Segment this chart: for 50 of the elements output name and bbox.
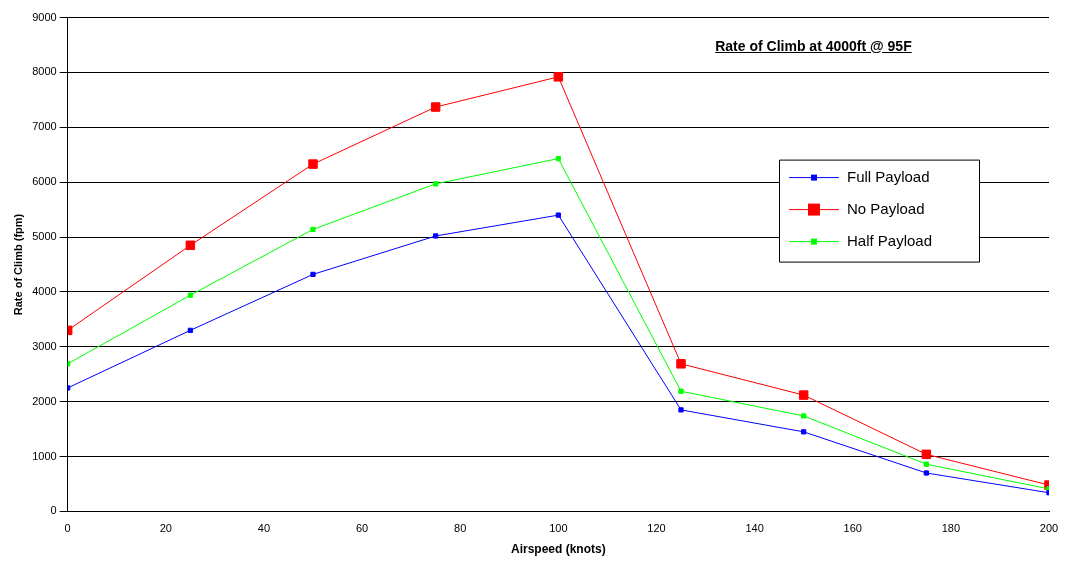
x-tick-label: 200 [1039, 522, 1059, 535]
x-tick-label: 80 [454, 522, 467, 535]
y-tick-label: 6000 [32, 175, 57, 188]
y-tick-label: 8000 [32, 65, 57, 78]
x-axis-title: Airspeed (knots) [510, 542, 606, 557]
y-tick-label: 9000 [32, 10, 57, 23]
point [678, 388, 684, 394]
legend-label: Full Payload [847, 167, 930, 185]
point [310, 226, 316, 233]
text: Rate of Climb at 4000ft @ 95F [715, 37, 912, 54]
y-tick-label: 5000 [32, 230, 57, 243]
point [433, 181, 439, 187]
x-tick-label: 160 [843, 522, 862, 535]
y-tick-label: 2000 [32, 394, 57, 407]
y-tick-label: 3000 [32, 339, 57, 352]
x-tick-label: 60 [355, 522, 369, 535]
x-tick-label: 20 [159, 522, 172, 535]
y-tick-label: 7000 [32, 120, 57, 133]
point [678, 407, 684, 413]
point [308, 159, 318, 169]
y-axis-title: Rate of Climb (fpm) [11, 213, 24, 316]
point [430, 102, 441, 112]
point [187, 292, 193, 298]
point [555, 212, 561, 218]
x-tick-label: 100 [549, 522, 568, 535]
point [433, 233, 439, 239]
y-tick-label: 4000 [32, 284, 57, 297]
point [801, 429, 807, 435]
x-tick-label: 180 [941, 522, 961, 535]
point [923, 461, 929, 467]
x-tick-label: 120 [647, 522, 666, 535]
x-tick-label: 140 [745, 522, 764, 535]
point [555, 155, 561, 162]
x-tick-label: 0 [64, 522, 71, 535]
legend-label: Half Payload [847, 231, 933, 249]
point [187, 327, 193, 333]
legend-label: No Payload [847, 199, 925, 217]
point [310, 271, 316, 277]
x-tick-label: 40 [257, 522, 271, 535]
y-tick-label: 0 [50, 504, 57, 517]
point [798, 390, 809, 400]
point [67, 361, 71, 367]
y-tick-label: 1000 [32, 449, 57, 462]
point [921, 449, 932, 460]
point [185, 240, 196, 251]
point [801, 413, 807, 419]
point [67, 385, 71, 391]
point [676, 359, 686, 369]
point [553, 72, 564, 82]
point [923, 470, 929, 476]
